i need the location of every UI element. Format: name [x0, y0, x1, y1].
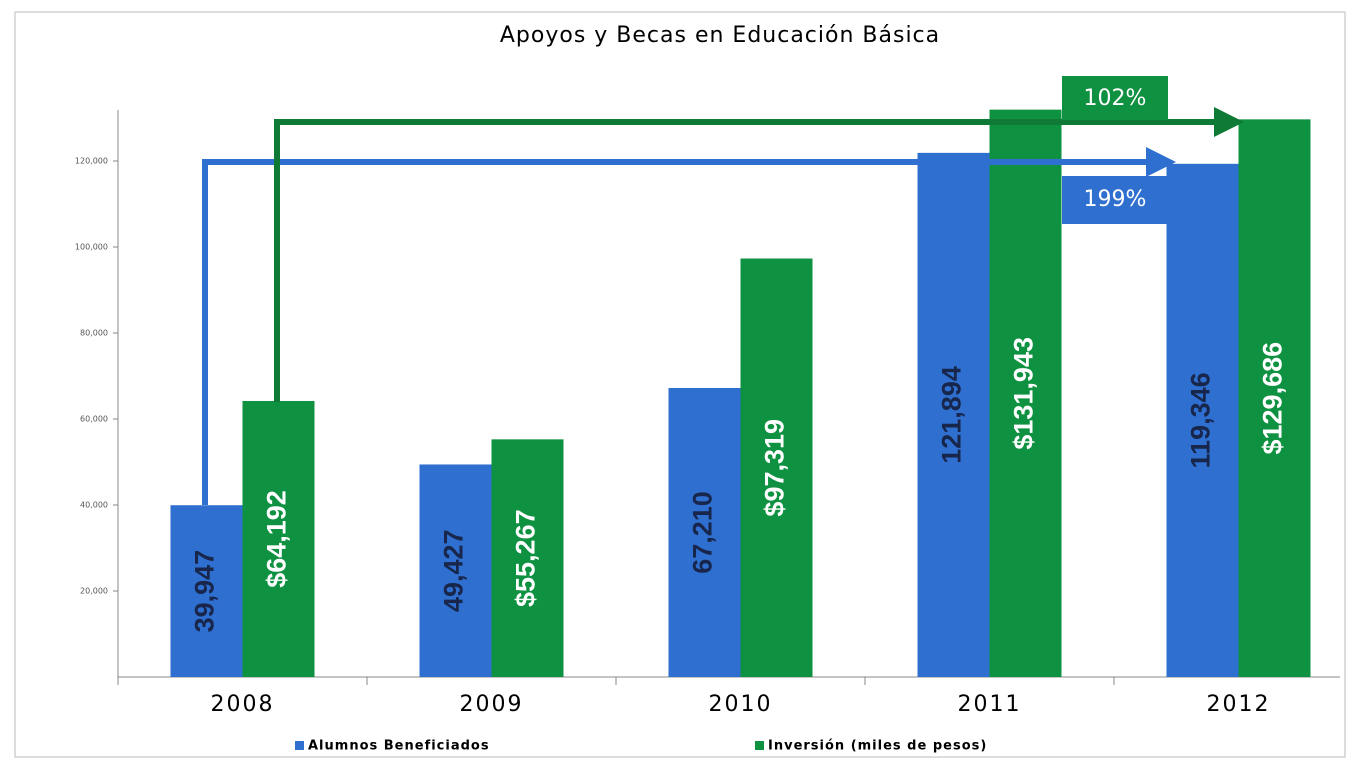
value-label: 39,947 [190, 550, 220, 633]
bar [740, 258, 813, 677]
bar [170, 505, 243, 677]
x-tick-label: 2012 [1207, 692, 1271, 717]
annotation-box [1062, 176, 1168, 224]
legend-label: Alumnos Beneficiados [308, 739, 490, 754]
annotation-box [1062, 76, 1168, 120]
value-label: 121,894 [937, 366, 967, 464]
bar [1166, 163, 1239, 677]
x-tick-label: 2009 [460, 692, 524, 717]
bar [242, 400, 315, 677]
x-tick-label: 2011 [958, 692, 1022, 717]
bar [917, 152, 990, 677]
blue-arrow [202, 147, 1176, 505]
legend-swatch [295, 741, 304, 750]
value-label: 49,427 [439, 529, 469, 612]
bar [989, 109, 1062, 678]
value-label: $64,192 [262, 490, 292, 588]
green-arrow [274, 107, 1244, 402]
chart-title: Apoyos y Becas en Educación Básica [500, 23, 940, 48]
x-tick-label: 2010 [709, 692, 773, 717]
y-tick-label: 80,000 [80, 329, 108, 338]
value-label: $129,686 [1258, 342, 1288, 455]
legend-swatch [755, 741, 764, 750]
value-label: 67,210 [688, 491, 718, 574]
x-tick-label: 2008 [211, 692, 275, 717]
annotation: 102% [1084, 86, 1147, 111]
legend-label: Inversión (miles de pesos) [768, 739, 987, 754]
bar [1238, 119, 1311, 677]
value-label: 119,346 [1186, 372, 1216, 468]
value-label: $131,943 [1009, 337, 1039, 450]
bar [491, 439, 564, 677]
y-tick-label: 60,000 [80, 415, 108, 424]
value-label: $55,267 [511, 509, 541, 607]
bar [668, 387, 741, 677]
y-tick-label: 20,000 [80, 587, 108, 596]
bar [419, 464, 492, 677]
y-tick-label: 40,000 [80, 501, 108, 510]
y-tick-label: 120,000 [75, 157, 108, 166]
annotation: 199% [1084, 187, 1147, 212]
plot: 20,000 40,000 60,000 80,000 100,000 120,000 20… [75, 109, 1340, 717]
value-label: $97,319 [760, 419, 790, 517]
y-tick-label: 100,000 [75, 243, 108, 252]
